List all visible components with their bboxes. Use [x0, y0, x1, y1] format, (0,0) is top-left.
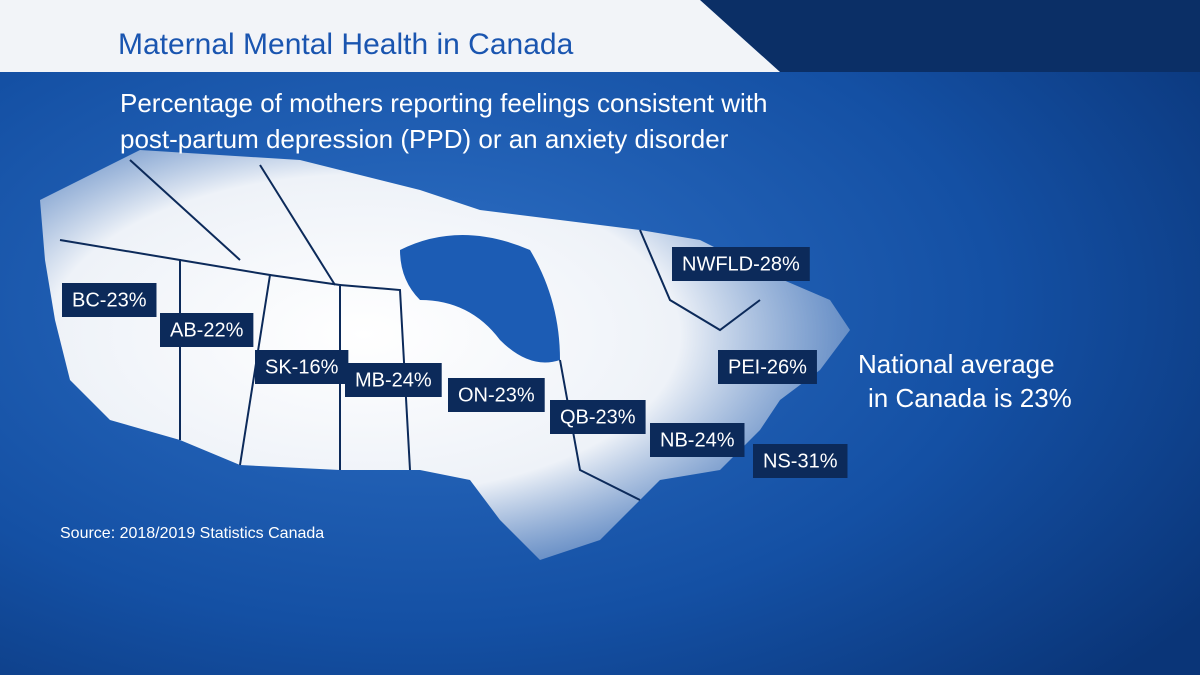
region-label: SK-16% — [265, 356, 339, 378]
region-label-box — [753, 444, 848, 478]
region-label: QB-23% — [560, 406, 636, 428]
top-band — [700, 0, 1200, 72]
subtitle-line: post-partum depression (PPD) or an anxie… — [120, 124, 729, 154]
region-label-box — [650, 423, 745, 457]
hudson-bay — [400, 235, 560, 363]
title: Maternal Mental Health in Canada — [118, 28, 574, 61]
region-label: NB-24% — [660, 429, 735, 451]
region-label-box — [718, 350, 817, 384]
note-line: National average — [858, 349, 1055, 379]
region-label-box — [160, 313, 254, 347]
region-label: MB-24% — [355, 369, 432, 391]
note-line: in Canada is 23% — [868, 383, 1072, 413]
map — [40, 150, 850, 560]
province-borders — [59, 159, 761, 501]
region-label: PEI-26% — [728, 356, 807, 378]
region-label: NS-31% — [763, 450, 838, 472]
title-bar — [0, 0, 780, 72]
region-label-box — [672, 247, 810, 281]
subtitle-line: Percentage of mothers reporting feelings… — [120, 88, 767, 118]
land — [40, 150, 850, 560]
region-label-box — [345, 363, 442, 397]
region-label-box — [255, 350, 349, 384]
region-label-box — [550, 400, 646, 434]
region-label: ON-23% — [458, 384, 535, 406]
region-label: NWFLD-28% — [682, 253, 800, 275]
region-label: AB-22% — [170, 319, 244, 341]
source: Source: 2018/2019 Statistics Canada — [60, 525, 324, 542]
region-label-box — [448, 378, 545, 412]
region-label-box — [62, 283, 157, 317]
region-label: BC-23% — [72, 289, 147, 311]
